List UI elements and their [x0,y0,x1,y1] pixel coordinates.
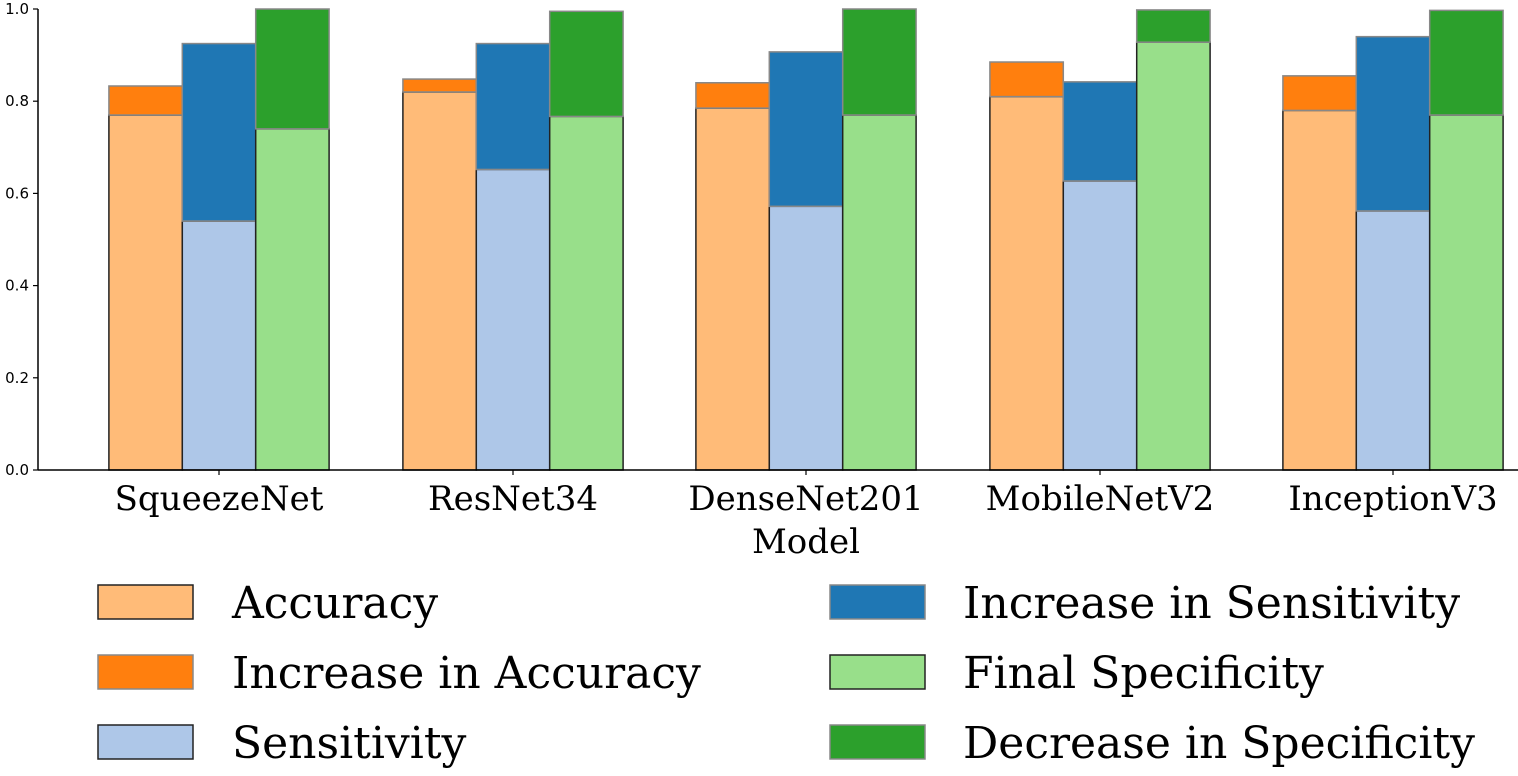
bar-squeezenet-decrease-in-specificity [254,8,330,130]
bar-resnet34-sensitivity [475,168,551,471]
bars-layer: SqueezeNet ResNet34 DenseNet201 MobileNetV2… [108,8,1504,519]
legend-swatch-increase-in-sensitivity [829,584,926,620]
y-tick-label: 0.8 [5,92,29,110]
y-tick-label: 0.2 [5,369,29,387]
bar-mobilenetv2-increase-in-accuracy [989,61,1065,98]
axes-layer: 0.0 0.2 0.4 0.6 0.8 1.0 [5,0,1518,479]
bar-mobilenetv2-accuracy [989,95,1065,471]
bar-inceptionv3-accuracy [1282,109,1358,471]
legend-swatch-sensitivity [97,724,194,760]
bar-squeezenet-increase-in-accuracy [108,85,184,116]
x-tick-label: DenseNet201 [688,479,923,519]
legend-label: Accuracy [231,578,438,629]
bar-resnet34-final-specificity [548,115,624,471]
legend-label: Increase in Sensitivity [963,578,1460,629]
bar-resnet34-increase-in-accuracy [402,78,478,93]
bar-squeezenet-accuracy [108,114,184,471]
bar-mobilenetv2-final-specificity [1135,41,1211,471]
bar-squeezenet-final-specificity [254,128,330,471]
bar-resnet34-accuracy [402,91,478,471]
legend-swatch-final-specificity [829,654,926,690]
y-tick-label: 1.0 [5,0,29,18]
bar-densenet201-increase-in-sensitivity [768,51,844,208]
legend-swatch-decrease-in-specificity [829,724,926,760]
x-axis-title: Model [752,522,860,562]
bar-densenet201-increase-in-accuracy [695,82,771,109]
legend-label: Increase in Accuracy [232,648,701,699]
bar-inceptionv3-increase-in-accuracy [1282,75,1358,112]
bar-inceptionv3-sensitivity [1355,210,1431,471]
bar-mobilenetv2-increase-in-sensitivity [1062,81,1138,182]
legend-label: Sensitivity [232,718,467,769]
x-tick-label: SqueezeNet [115,479,324,519]
bar-resnet34-increase-in-sensitivity [475,42,551,171]
bar-inceptionv3-increase-in-sensitivity [1355,35,1431,212]
bar-densenet201-sensitivity [768,205,844,471]
x-tick-label: MobileNetV2 [986,479,1215,519]
bar-densenet201-final-specificity [841,114,917,471]
x-tick-label: ResNet34 [428,479,598,519]
bar-squeezenet-increase-in-sensitivity [181,42,257,222]
y-tick-label: 0.6 [5,184,29,202]
y-tick-label: 0.4 [5,277,29,295]
bar-inceptionv3-final-specificity [1428,114,1504,471]
bar-inceptionv3-decrease-in-specificity [1428,9,1504,116]
bar-densenet201-decrease-in-specificity [841,8,917,116]
legend-label: Final Specificity [963,648,1324,699]
bar-mobilenetv2-decrease-in-specificity [1135,9,1211,43]
bar-resnet34-decrease-in-specificity [548,10,624,118]
legend-label: Decrease in Specificity [963,718,1475,769]
x-tick-label: InceptionV3 [1288,479,1497,519]
bar-squeezenet-sensitivity [181,220,257,471]
bar-mobilenetv2-sensitivity [1062,180,1138,471]
legend-swatch-accuracy [97,584,194,620]
bar-densenet201-accuracy [695,107,771,471]
legend-swatch-increase-in-accuracy [97,654,194,690]
legend: Accuracy Increase in Accuracy Sensitivity I… [97,578,1475,769]
y-tick-label: 0.0 [5,461,29,479]
